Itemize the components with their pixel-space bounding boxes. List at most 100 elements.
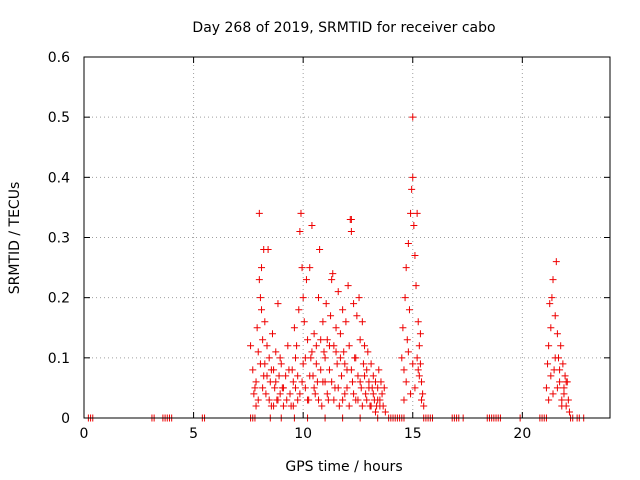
scatter-points <box>84 113 588 422</box>
y-tick-label: 0.2 <box>48 291 70 307</box>
y-tick-label: 0 <box>61 411 70 427</box>
data-point <box>321 354 329 362</box>
data-point <box>327 312 335 320</box>
data-point <box>361 342 369 350</box>
data-point <box>282 372 290 380</box>
data-point <box>364 348 372 356</box>
data-point <box>553 384 561 392</box>
data-point <box>256 360 264 368</box>
data-point <box>333 360 341 368</box>
data-point <box>279 384 287 392</box>
data-point <box>411 252 419 260</box>
y-axis-title: SRMTID / TECUs <box>7 182 23 295</box>
data-point <box>409 173 417 181</box>
data-point <box>306 372 314 380</box>
data-point <box>336 354 344 362</box>
data-point <box>402 378 410 386</box>
x-axis-title: GPS time / hours <box>285 459 402 475</box>
data-point <box>258 306 266 314</box>
data-point <box>284 342 292 350</box>
data-point <box>254 348 262 356</box>
x-tick-label: 5 <box>189 426 198 442</box>
data-point <box>354 396 362 404</box>
data-point <box>332 348 340 356</box>
data-point <box>405 306 413 314</box>
data-point <box>551 354 559 362</box>
data-point <box>304 396 312 404</box>
data-point <box>325 366 333 374</box>
data-point <box>356 336 364 344</box>
data-point <box>251 384 259 392</box>
data-point <box>255 209 263 217</box>
x-tick-label: 0 <box>80 426 89 442</box>
data-point <box>376 402 384 410</box>
data-point <box>412 282 420 290</box>
data-point <box>553 330 561 338</box>
data-point <box>552 258 560 266</box>
data-point <box>339 396 347 404</box>
data-point <box>299 360 307 368</box>
data-point <box>272 348 280 356</box>
data-point <box>355 294 363 302</box>
data-point <box>358 402 366 410</box>
data-point <box>413 209 421 217</box>
data-point <box>264 246 272 254</box>
data-point <box>319 318 327 326</box>
data-point <box>252 402 260 410</box>
data-point <box>564 396 572 404</box>
data-point <box>283 396 291 404</box>
data-point <box>344 282 352 290</box>
data-point <box>404 240 412 248</box>
data-point <box>301 354 309 362</box>
data-point <box>378 390 386 398</box>
data-point <box>285 366 293 374</box>
data-point <box>256 294 264 302</box>
data-point <box>559 360 567 368</box>
data-point <box>408 185 416 193</box>
x-tick-label: 10 <box>294 426 312 442</box>
y-tick-label: 0.1 <box>48 351 70 367</box>
data-point <box>289 378 297 386</box>
data-point <box>293 342 301 350</box>
axis-ticks <box>83 56 610 419</box>
data-point <box>420 402 428 410</box>
data-point <box>291 354 299 362</box>
data-point <box>341 390 349 398</box>
data-point <box>359 360 367 368</box>
data-point <box>549 276 557 284</box>
data-point <box>299 294 307 302</box>
data-point <box>401 294 409 302</box>
data-point <box>297 209 305 217</box>
data-point <box>304 336 312 344</box>
y-tick-label: 0.5 <box>48 110 70 126</box>
data-point <box>410 221 418 229</box>
data-point <box>356 378 364 386</box>
data-point <box>415 342 423 350</box>
data-point <box>328 276 336 284</box>
data-point <box>295 306 303 314</box>
data-point <box>374 384 382 392</box>
data-point <box>336 330 344 338</box>
data-point <box>407 390 415 398</box>
data-point <box>279 402 287 410</box>
chart-title: Day 268 of 2019, SRMTID for receiver cab… <box>192 20 495 36</box>
data-point <box>375 366 383 374</box>
data-point <box>325 342 333 350</box>
data-point <box>363 366 371 374</box>
data-point <box>380 384 388 392</box>
data-point <box>263 372 271 380</box>
data-point <box>317 366 325 374</box>
data-point <box>275 372 283 380</box>
data-point <box>330 396 338 404</box>
data-point <box>377 378 385 386</box>
data-point <box>414 318 422 326</box>
data-point <box>335 402 343 410</box>
y-tick-label: 0.4 <box>48 170 70 186</box>
data-point <box>338 372 346 380</box>
data-point <box>542 384 550 392</box>
data-point <box>560 390 568 398</box>
data-point <box>345 402 353 410</box>
data-point <box>547 372 555 380</box>
data-point <box>418 396 426 404</box>
data-point <box>350 300 358 308</box>
